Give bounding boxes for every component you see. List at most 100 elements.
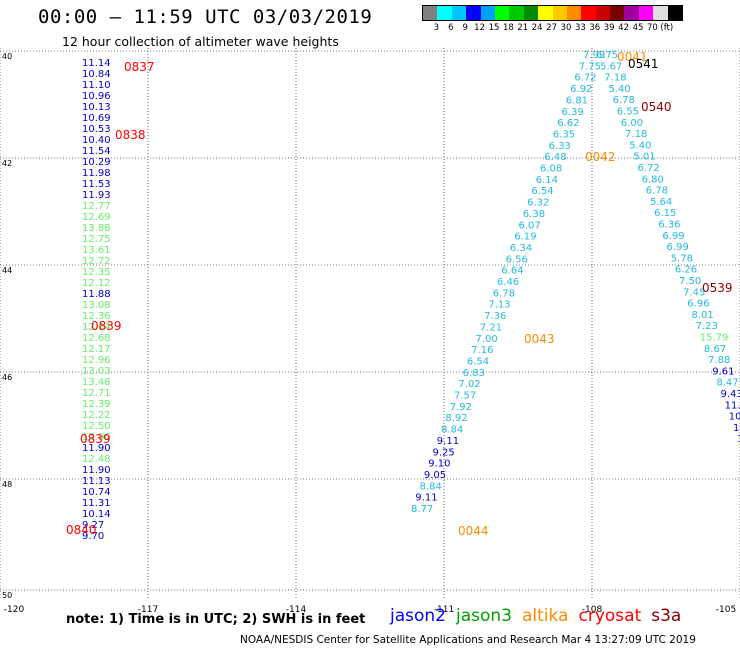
wave-height-value: 12.77 (82, 201, 111, 212)
wave-height-value: 13.88 (82, 223, 111, 234)
wave-height-value: 11.88 (82, 289, 111, 300)
pass-time-label: 0840 (66, 523, 97, 537)
wave-height-value: 6.96 (687, 299, 709, 310)
colorbar-label: (ft) (660, 23, 674, 33)
colorbar-swatch (480, 6, 495, 20)
pass-time-label: 0540 (641, 100, 672, 114)
wave-height-value: 7.00 (476, 334, 498, 345)
colorbar-label: 33 (574, 23, 586, 33)
wave-height-value: 7.18 (604, 73, 626, 84)
wave-height-value: 9.70 (82, 531, 104, 542)
pass-time-label: 0837 (124, 60, 155, 74)
colorbar-label: 42 (618, 23, 630, 33)
map-subtitle: 12 hour collection of altimeter wave hei… (62, 34, 339, 49)
wave-height-value: 10.96 (82, 91, 111, 102)
x-tick-label: -105 (716, 605, 736, 615)
wave-height-value: 7.23 (696, 321, 718, 332)
wave-height-value: 11.90 (82, 465, 111, 476)
wave-height-value: 5.67 (600, 61, 622, 72)
wave-height-value: 7.99 (583, 50, 605, 61)
wave-height-value: 12.39 (82, 399, 111, 410)
wave-height-value: 7.13 (488, 300, 510, 311)
wave-height-value: 10.0 (729, 412, 740, 423)
colorbar-swatch (437, 6, 452, 20)
wave-height-value: 7.75 (579, 61, 601, 72)
wave-height-value: 6.99 (667, 242, 689, 253)
pass-time-label: 0041 (617, 50, 648, 64)
pass-time-label: 0042 (585, 150, 616, 164)
wave-height-value: 6.07 (519, 220, 541, 231)
wave-height-value: 6.33 (549, 141, 571, 152)
wave-height-value: 7.45 (683, 287, 705, 298)
wave-height-value: 5.64 (650, 197, 672, 208)
wave-height-value: 6.99 (662, 231, 684, 242)
wave-height-value: 10.40 (82, 135, 111, 146)
colorbar-swatch (423, 6, 438, 20)
wave-height-value: 8.01 (691, 310, 713, 321)
x-tick-label: -117 (138, 605, 158, 615)
wave-height-value: 6.54 (531, 186, 553, 197)
wave-height-value: 8.77 (411, 504, 433, 515)
wave-height-value: 12.75 (82, 234, 111, 245)
colorbar-label: 27 (546, 23, 558, 33)
wave-height-value: 8.92 (445, 413, 467, 424)
colorbar-swatch (566, 6, 582, 20)
wave-height-value: 1 (737, 434, 740, 445)
wave-height-value: 11. (733, 423, 740, 434)
wave-height-value: 13.61 (82, 245, 111, 256)
wave-height-value: 6.56 (506, 254, 528, 265)
wave-height-value: 6.48 (544, 152, 566, 163)
wave-height-value: 12.71 (82, 388, 111, 399)
wave-height-value: 9.25 (433, 447, 455, 458)
wave-height-value: 13.48 (82, 377, 111, 388)
pass-time-label: 0839 (91, 319, 122, 333)
y-tick-label: 40 (2, 52, 12, 61)
wave-height-value: 12.96 (82, 432, 111, 443)
wave-height-value: 9.43 (721, 389, 740, 400)
colorbar-labels: 3 6 9 12 15 18 21 24 27 30 33 36 39 42 45 70 (ft) (422, 21, 683, 35)
colorbar-swatch (638, 6, 654, 20)
colorbar-swatch (581, 6, 596, 20)
wave-height-value: 5.40 (629, 140, 651, 151)
wave-height-value: 9.05 (424, 470, 446, 481)
colorbar-label: 21 (517, 23, 529, 33)
wave-height-value: 10.74 (82, 487, 111, 498)
wave-height-value: 11.90 (82, 443, 111, 454)
wave-height-value: 6.72 (574, 73, 596, 84)
wave-height-value: 11.54 (82, 146, 111, 157)
colorbar-label: 12 (474, 23, 486, 33)
wave-height-value: 13.08 (82, 300, 111, 311)
wave-height-value: 6.62 (557, 118, 579, 129)
wave-height-value: 10.29 (82, 157, 111, 168)
wave-height-value: 12.36 (82, 311, 111, 322)
wave-height-value: 12.12 (82, 278, 111, 289)
pass-time-label: 0541 (628, 57, 659, 71)
x-tick-label: -114 (286, 605, 307, 615)
wave-height-value: 6.19 (514, 232, 536, 243)
altimeter-tracks: 11.1410.8411.1010.9610.1310.6910.5310.40… (82, 50, 740, 542)
colorbar-label: 9 (462, 23, 468, 33)
colorbar-label: 24 (531, 23, 543, 33)
colorbar-label: 36 (589, 23, 601, 33)
wave-height-value: 9.10 (428, 459, 450, 470)
wave-height-value: 7.88 (708, 355, 730, 366)
wave-height-value: 12.72 (82, 256, 111, 267)
colorbar-swatches (422, 5, 684, 21)
colorbar-swatch (624, 6, 639, 20)
wave-height-value: 11.62 (725, 400, 740, 411)
wave-height-value: 6.46 (497, 277, 519, 288)
grid-lines (0, 48, 740, 600)
wave-height-value: 6.54 (467, 356, 489, 367)
colorbar-swatch (653, 6, 668, 20)
wave-height-value: 12.17 (82, 344, 111, 355)
wave-height-value: 6.26 (675, 265, 697, 276)
y-tick-label: 44 (2, 266, 12, 275)
x-tick-label: -120 (4, 605, 25, 615)
wave-height-value: 6.36 (658, 220, 680, 231)
colorbar-swatch (451, 6, 467, 20)
y-tick-label: 48 (2, 480, 12, 489)
wave-height-value: 11.31 (82, 498, 111, 509)
pass-time-label: 0839 (80, 432, 111, 446)
wave-height-value: 5.01 (633, 152, 655, 163)
